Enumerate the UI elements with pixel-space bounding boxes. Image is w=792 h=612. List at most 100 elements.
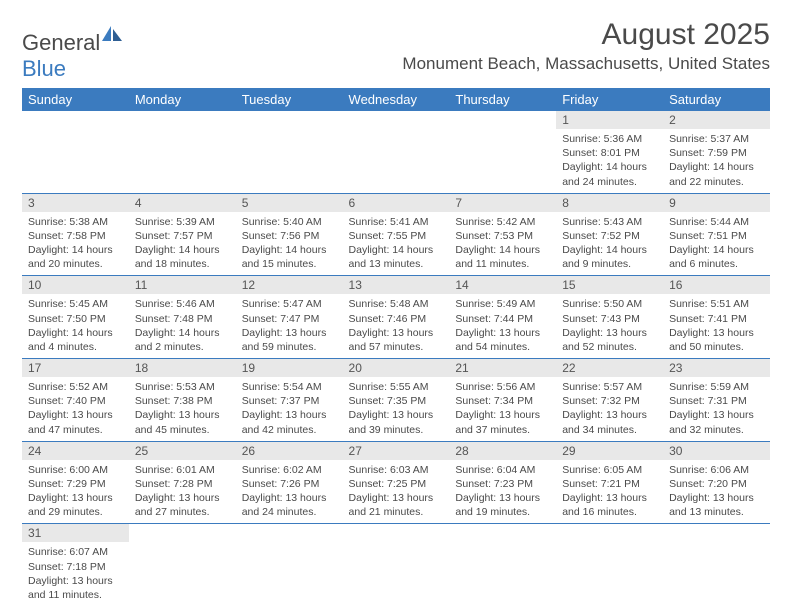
day-number: 19: [236, 359, 343, 377]
calendar-cell: 5Sunrise: 5:40 AMSunset: 7:56 PMDaylight…: [236, 193, 343, 276]
sunrise-text: Sunrise: 6:03 AM: [349, 463, 444, 477]
weekday-header: Monday: [129, 88, 236, 111]
sunrise-text: Sunrise: 5:53 AM: [135, 380, 230, 394]
sunrise-text: Sunrise: 5:41 AM: [349, 215, 444, 229]
sunrise-text: Sunrise: 6:06 AM: [669, 463, 764, 477]
weekday-header: Sunday: [22, 88, 129, 111]
day-number: 21: [449, 359, 556, 377]
sunset-text: Sunset: 7:35 PM: [349, 394, 444, 408]
daylight-text: Daylight: 13 hours and 21 minutes.: [349, 491, 444, 519]
calendar-row: 10Sunrise: 5:45 AMSunset: 7:50 PMDayligh…: [22, 276, 770, 359]
daylight-text: Daylight: 13 hours and 37 minutes.: [455, 408, 550, 436]
daylight-text: Daylight: 13 hours and 57 minutes.: [349, 326, 444, 354]
sunset-text: Sunset: 7:18 PM: [28, 560, 123, 574]
calendar-cell: 24Sunrise: 6:00 AMSunset: 7:29 PMDayligh…: [22, 441, 129, 524]
sunrise-text: Sunrise: 5:51 AM: [669, 297, 764, 311]
sunset-text: Sunset: 7:21 PM: [562, 477, 657, 491]
calendar-cell: 4Sunrise: 5:39 AMSunset: 7:57 PMDaylight…: [129, 193, 236, 276]
day-number: 9: [663, 194, 770, 212]
daylight-text: Daylight: 13 hours and 13 minutes.: [669, 491, 764, 519]
day-details: Sunrise: 5:39 AMSunset: 7:57 PMDaylight:…: [129, 212, 236, 276]
daylight-text: Daylight: 13 hours and 52 minutes.: [562, 326, 657, 354]
day-details: Sunrise: 5:56 AMSunset: 7:34 PMDaylight:…: [449, 377, 556, 441]
calendar-cell: 31Sunrise: 6:07 AMSunset: 7:18 PMDayligh…: [22, 524, 129, 606]
daylight-text: Daylight: 14 hours and 22 minutes.: [669, 160, 764, 188]
sunset-text: Sunset: 7:43 PM: [562, 312, 657, 326]
sunrise-text: Sunrise: 6:02 AM: [242, 463, 337, 477]
day-details: Sunrise: 6:00 AMSunset: 7:29 PMDaylight:…: [22, 460, 129, 524]
day-number: 24: [22, 442, 129, 460]
daylight-text: Daylight: 13 hours and 45 minutes.: [135, 408, 230, 436]
daylight-text: Daylight: 14 hours and 2 minutes.: [135, 326, 230, 354]
sunset-text: Sunset: 7:53 PM: [455, 229, 550, 243]
sunrise-text: Sunrise: 5:49 AM: [455, 297, 550, 311]
day-details: Sunrise: 6:06 AMSunset: 7:20 PMDaylight:…: [663, 460, 770, 524]
daylight-text: Daylight: 14 hours and 18 minutes.: [135, 243, 230, 271]
sunset-text: Sunset: 7:52 PM: [562, 229, 657, 243]
day-number: 15: [556, 276, 663, 294]
day-number: 10: [22, 276, 129, 294]
day-number: 30: [663, 442, 770, 460]
title-block: August 2025 Monument Beach, Massachusett…: [402, 18, 770, 74]
calendar-cell: 25Sunrise: 6:01 AMSunset: 7:28 PMDayligh…: [129, 441, 236, 524]
sunrise-text: Sunrise: 6:01 AM: [135, 463, 230, 477]
sunset-text: Sunset: 7:55 PM: [349, 229, 444, 243]
sunset-text: Sunset: 7:41 PM: [669, 312, 764, 326]
calendar-cell: 21Sunrise: 5:56 AMSunset: 7:34 PMDayligh…: [449, 359, 556, 442]
calendar-cell: 10Sunrise: 5:45 AMSunset: 7:50 PMDayligh…: [22, 276, 129, 359]
day-number: 18: [129, 359, 236, 377]
day-details: Sunrise: 5:46 AMSunset: 7:48 PMDaylight:…: [129, 294, 236, 358]
calendar-body: 1Sunrise: 5:36 AMSunset: 8:01 PMDaylight…: [22, 111, 770, 606]
sunset-text: Sunset: 7:20 PM: [669, 477, 764, 491]
sunrise-text: Sunrise: 6:05 AM: [562, 463, 657, 477]
sunset-text: Sunset: 7:25 PM: [349, 477, 444, 491]
daylight-text: Daylight: 13 hours and 54 minutes.: [455, 326, 550, 354]
calendar-cell: [449, 111, 556, 193]
day-details: Sunrise: 6:03 AMSunset: 7:25 PMDaylight:…: [343, 460, 450, 524]
day-number: 11: [129, 276, 236, 294]
sunrise-text: Sunrise: 5:54 AM: [242, 380, 337, 394]
logo-text: GeneralBlue: [22, 30, 124, 82]
day-number: 26: [236, 442, 343, 460]
day-details: Sunrise: 5:36 AMSunset: 8:01 PMDaylight:…: [556, 129, 663, 193]
sunrise-text: Sunrise: 6:00 AM: [28, 463, 123, 477]
sunset-text: Sunset: 7:40 PM: [28, 394, 123, 408]
logo-sail-icon: [102, 22, 124, 48]
day-number: 13: [343, 276, 450, 294]
sunrise-text: Sunrise: 5:38 AM: [28, 215, 123, 229]
header: GeneralBlue August 2025 Monument Beach, …: [22, 18, 770, 82]
daylight-text: Daylight: 13 hours and 27 minutes.: [135, 491, 230, 519]
sunset-text: Sunset: 7:51 PM: [669, 229, 764, 243]
calendar-cell: 3Sunrise: 5:38 AMSunset: 7:58 PMDaylight…: [22, 193, 129, 276]
day-number: 17: [22, 359, 129, 377]
daylight-text: Daylight: 14 hours and 24 minutes.: [562, 160, 657, 188]
sunrise-text: Sunrise: 5:55 AM: [349, 380, 444, 394]
calendar-cell: 8Sunrise: 5:43 AMSunset: 7:52 PMDaylight…: [556, 193, 663, 276]
day-details: Sunrise: 5:57 AMSunset: 7:32 PMDaylight:…: [556, 377, 663, 441]
sunrise-text: Sunrise: 5:57 AM: [562, 380, 657, 394]
calendar-row: 3Sunrise: 5:38 AMSunset: 7:58 PMDaylight…: [22, 193, 770, 276]
logo-text-2: Blue: [22, 56, 66, 81]
calendar-cell: 17Sunrise: 5:52 AMSunset: 7:40 PMDayligh…: [22, 359, 129, 442]
day-number: 12: [236, 276, 343, 294]
calendar-row: 17Sunrise: 5:52 AMSunset: 7:40 PMDayligh…: [22, 359, 770, 442]
calendar-cell: 15Sunrise: 5:50 AMSunset: 7:43 PMDayligh…: [556, 276, 663, 359]
calendar-cell: 9Sunrise: 5:44 AMSunset: 7:51 PMDaylight…: [663, 193, 770, 276]
daylight-text: Daylight: 13 hours and 29 minutes.: [28, 491, 123, 519]
calendar-cell: 26Sunrise: 6:02 AMSunset: 7:26 PMDayligh…: [236, 441, 343, 524]
day-number: 22: [556, 359, 663, 377]
calendar-cell: 23Sunrise: 5:59 AMSunset: 7:31 PMDayligh…: [663, 359, 770, 442]
day-number: 5: [236, 194, 343, 212]
weekday-header: Saturday: [663, 88, 770, 111]
sunset-text: Sunset: 7:46 PM: [349, 312, 444, 326]
daylight-text: Daylight: 14 hours and 11 minutes.: [455, 243, 550, 271]
sunrise-text: Sunrise: 5:37 AM: [669, 132, 764, 146]
location-text: Monument Beach, Massachusetts, United St…: [402, 54, 770, 74]
sunset-text: Sunset: 7:47 PM: [242, 312, 337, 326]
sunset-text: Sunset: 7:58 PM: [28, 229, 123, 243]
daylight-text: Daylight: 14 hours and 4 minutes.: [28, 326, 123, 354]
day-number: 31: [22, 524, 129, 542]
day-details: Sunrise: 5:38 AMSunset: 7:58 PMDaylight:…: [22, 212, 129, 276]
day-details: Sunrise: 6:02 AMSunset: 7:26 PMDaylight:…: [236, 460, 343, 524]
day-number: 14: [449, 276, 556, 294]
